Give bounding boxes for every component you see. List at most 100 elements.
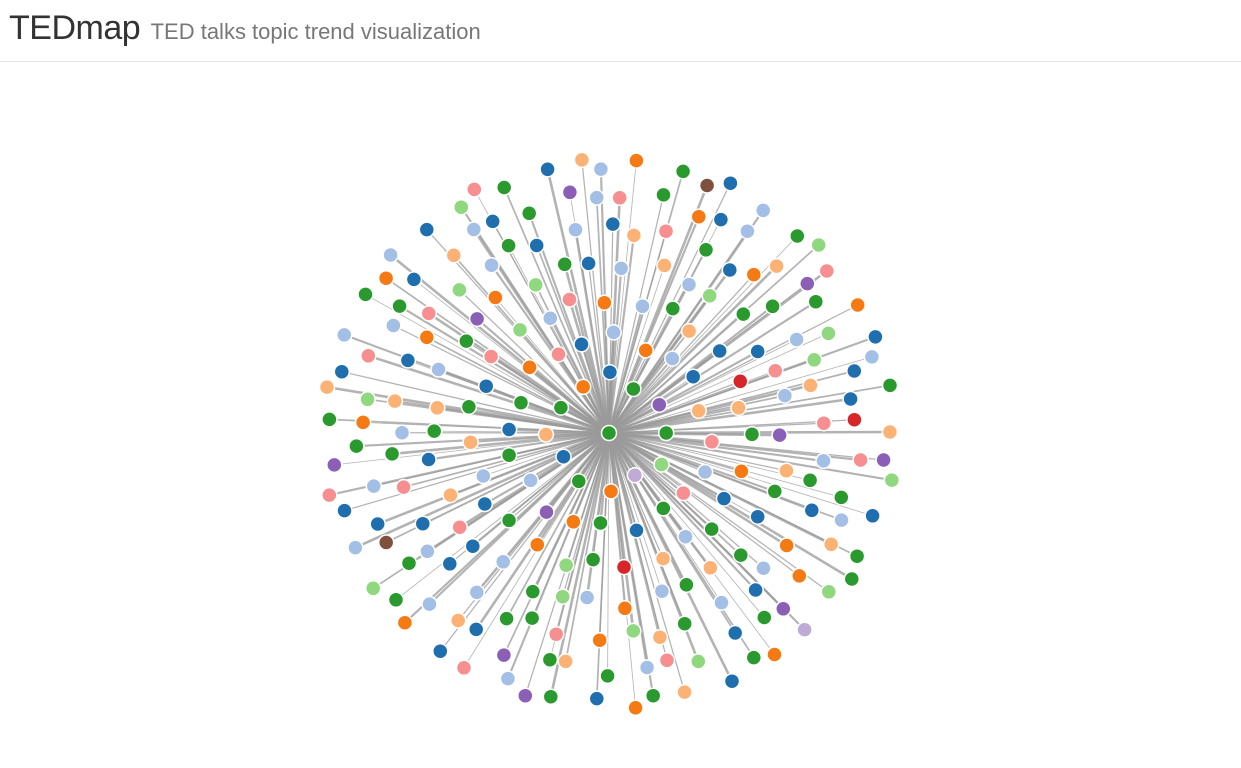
topic-node[interactable] [852, 451, 869, 469]
topic-node[interactable] [698, 177, 716, 194]
topic-node[interactable] [815, 452, 832, 470]
topic-node[interactable] [420, 305, 438, 322]
topic-node[interactable] [484, 213, 501, 230]
topic-node[interactable] [537, 426, 555, 443]
topic-node[interactable] [552, 399, 570, 416]
topic-node[interactable] [863, 348, 881, 366]
topic-node[interactable] [602, 483, 620, 500]
topic-node[interactable] [733, 463, 750, 480]
topic-node[interactable] [789, 227, 806, 245]
topic-node[interactable] [529, 536, 546, 553]
topic-node[interactable] [419, 543, 436, 560]
topic-node[interactable] [820, 325, 837, 342]
topic-node[interactable] [542, 309, 559, 327]
topic-node[interactable] [684, 368, 702, 385]
topic-node[interactable] [466, 181, 483, 198]
topic-node[interactable] [820, 583, 838, 601]
topic-node[interactable] [455, 659, 473, 677]
topic-node[interactable] [476, 495, 494, 513]
topic-node[interactable] [547, 625, 565, 643]
topic-node[interactable] [584, 551, 602, 568]
topic-node[interactable] [842, 390, 859, 408]
topic-node[interactable] [528, 237, 545, 254]
topic-node[interactable] [756, 609, 773, 626]
topic-node[interactable] [701, 287, 718, 305]
topic-node[interactable] [810, 236, 827, 254]
topic-node[interactable] [429, 399, 446, 417]
topic-node[interactable] [715, 490, 733, 507]
topic-node[interactable] [468, 310, 486, 328]
topic-node[interactable] [578, 589, 596, 606]
topic-node[interactable] [475, 467, 492, 485]
topic-node[interactable] [527, 276, 544, 294]
topic-node[interactable] [354, 414, 372, 431]
topic-node[interactable] [462, 433, 479, 451]
topic-node[interactable] [627, 699, 644, 717]
topic-node[interactable] [711, 342, 728, 360]
topic-node[interactable] [588, 189, 605, 206]
topic-node[interactable] [557, 556, 575, 574]
topic-node[interactable] [395, 478, 412, 496]
topic-node[interactable] [690, 208, 708, 225]
topic-node[interactable] [524, 583, 542, 600]
topic-node[interactable] [745, 266, 763, 283]
topic-node[interactable] [555, 448, 572, 465]
topic-node[interactable] [477, 377, 495, 395]
topic-node[interactable] [580, 255, 597, 272]
topic-node[interactable] [680, 322, 698, 340]
topic-node[interactable] [615, 558, 633, 576]
topic-node[interactable] [588, 690, 606, 707]
topic-node[interactable] [538, 503, 555, 521]
topic-node[interactable] [766, 483, 784, 500]
topic-node[interactable] [791, 567, 808, 585]
topic-node[interactable] [565, 513, 582, 531]
topic-node[interactable] [664, 350, 681, 367]
topic-node[interactable] [521, 359, 538, 376]
topic-node[interactable] [464, 537, 482, 555]
topic-node[interactable] [726, 624, 744, 642]
topic-node[interactable] [721, 261, 739, 279]
topic-node[interactable] [703, 520, 720, 538]
topic-node[interactable] [722, 174, 739, 192]
topic-node[interactable] [550, 346, 567, 363]
topic-node[interactable] [768, 257, 785, 275]
topic-node[interactable] [348, 437, 365, 455]
topic-node[interactable] [656, 257, 673, 274]
topic-node[interactable] [815, 414, 833, 432]
topic-node[interactable] [713, 594, 730, 611]
topic-node[interactable] [611, 189, 628, 207]
topic-node[interactable] [539, 161, 556, 178]
topic-node[interactable] [393, 424, 411, 441]
topic-node[interactable] [803, 502, 821, 519]
topic-node[interactable] [495, 179, 513, 196]
topic-node[interactable] [655, 500, 672, 517]
topic-node[interactable] [500, 421, 518, 438]
topic-node[interactable] [567, 221, 584, 238]
topic-node[interactable] [430, 361, 447, 378]
topic-node[interactable] [449, 612, 467, 629]
topic-node[interactable] [592, 160, 610, 178]
topic-node[interactable] [654, 550, 672, 567]
topic-node[interactable] [637, 342, 654, 359]
topic-node[interactable] [745, 649, 763, 666]
topic-node[interactable] [677, 528, 694, 545]
topic-node[interactable] [703, 433, 721, 451]
topic-node[interactable] [690, 402, 707, 420]
topic-node[interactable] [776, 387, 794, 404]
topic-node[interactable] [377, 269, 395, 287]
topic-node[interactable] [369, 515, 386, 533]
topic-node[interactable] [867, 328, 884, 346]
topic-node[interactable] [554, 588, 571, 605]
topic-node[interactable] [336, 502, 353, 519]
graph-nodes[interactable] [318, 151, 901, 717]
topic-node[interactable] [414, 515, 432, 532]
topic-node[interactable] [599, 667, 616, 685]
topic-node[interactable] [523, 609, 541, 627]
topic-node[interactable] [655, 186, 672, 204]
center-topic-node[interactable] [600, 424, 618, 442]
topic-node[interactable] [833, 489, 850, 506]
topic-node[interactable] [732, 546, 750, 564]
topic-node[interactable] [747, 581, 764, 599]
topic-node[interactable] [333, 363, 351, 380]
topic-node[interactable] [557, 653, 574, 670]
